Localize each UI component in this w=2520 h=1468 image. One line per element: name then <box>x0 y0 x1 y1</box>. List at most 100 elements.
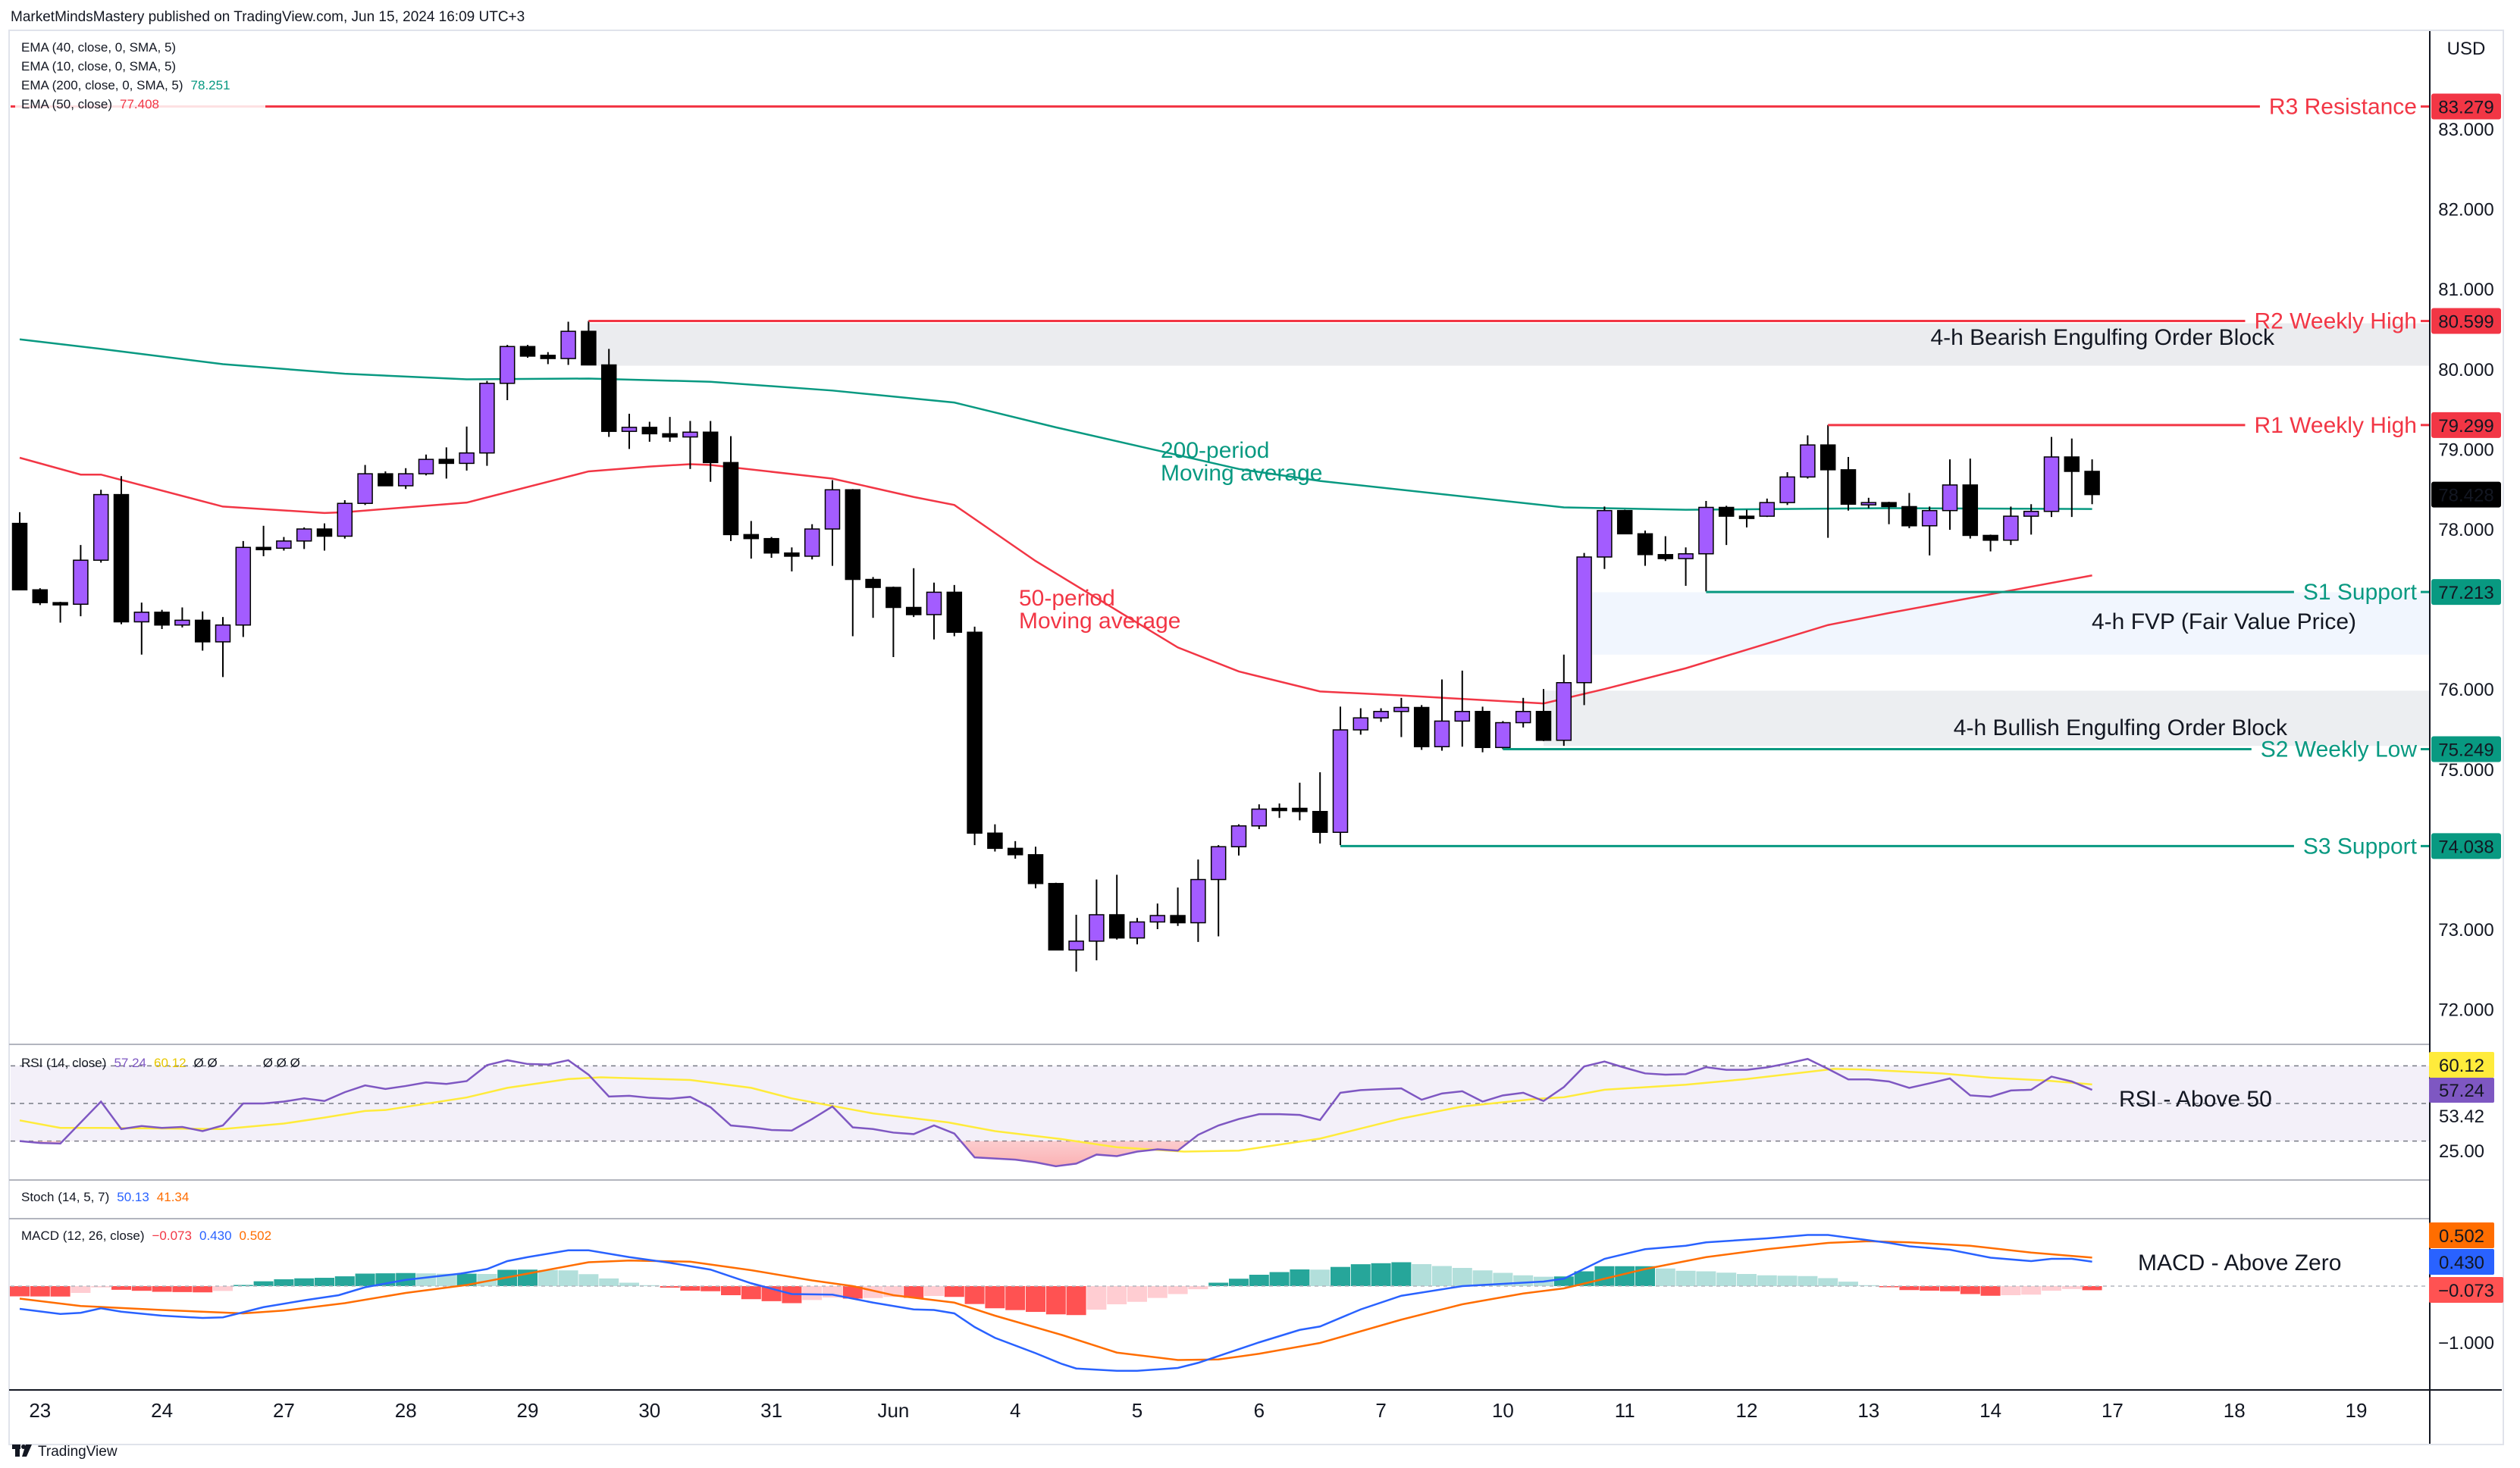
candle-body <box>1251 808 1268 827</box>
macd-histogram-bar <box>1208 1282 1229 1286</box>
macd-histogram-bar <box>1350 1264 1371 1286</box>
candle-bearish <box>1170 887 1186 926</box>
candle-bearish <box>1982 534 1998 552</box>
price-badge-text: 77.213 <box>2438 583 2493 603</box>
candle-body <box>255 546 271 551</box>
candle-bearish <box>519 345 536 358</box>
macd-histogram-bar <box>619 1282 639 1286</box>
legend-ema40[interactable]: EMA (40, close, 0, SMA, 5) <box>21 40 176 55</box>
macd-histogram-bar <box>1716 1272 1737 1286</box>
candle-bullish <box>2003 506 2019 546</box>
candle-bearish <box>600 349 617 437</box>
candle-body <box>92 493 109 561</box>
candle-bearish <box>662 417 678 442</box>
candle-bullish <box>824 480 841 566</box>
time-tick: 17 <box>2102 1399 2124 1422</box>
candle-body <box>2023 511 2039 517</box>
candle-bearish <box>1475 706 1490 753</box>
time-axis[interactable]: 23 24 27 28 29 30 31 Jun 4 5 6 7 10 11 12 13 14 17 18 19 <box>29 1399 2367 1422</box>
candle-body <box>378 473 393 487</box>
candle-bullish <box>2023 504 2039 535</box>
time-tick: 11 <box>1615 1399 1635 1422</box>
legend-rsi[interactable]: RSI (14, close) 57.24 60.12 Ø Ø Ø Ø Ø <box>21 1056 300 1070</box>
last-price-badge <box>2431 481 2501 508</box>
candle-body <box>1089 914 1105 942</box>
macd-histogram-bar <box>1899 1286 1920 1291</box>
macd-badge-text: 0.430 <box>2439 1253 2484 1273</box>
legend-ema50[interactable]: EMA (50, close) 77.408 <box>21 97 159 111</box>
candles-layer[interactable] <box>11 321 2100 972</box>
macd-histogram-bar <box>355 1273 375 1286</box>
candle-bearish <box>1637 531 1653 566</box>
macd-histogram-bar <box>904 1286 924 1298</box>
candle-bearish <box>1901 493 1917 528</box>
rsi-axis-value: 53.42 <box>2439 1106 2484 1127</box>
tradingview-logo[interactable]: TradingView <box>12 1444 118 1460</box>
macd-histogram-bar <box>1655 1268 1675 1286</box>
candle-bearish <box>438 447 455 479</box>
legend-rsi-ma-value: 60.12 <box>154 1056 186 1070</box>
candle-bearish <box>784 547 800 571</box>
macd-badge <box>2429 1249 2494 1275</box>
level-label: S2 Weekly Low <box>2261 737 2418 762</box>
candle-bearish <box>1048 882 1064 951</box>
candle-bearish <box>722 436 739 541</box>
macd-histogram-bar <box>741 1286 761 1300</box>
macd-histogram-bar <box>1391 1262 1412 1286</box>
candle-body <box>1210 846 1227 881</box>
candle-body <box>2064 456 2080 472</box>
candle-body <box>1149 915 1166 923</box>
legend-stoch-title: Stoch (14, 5, 7) <box>21 1190 109 1204</box>
macd-histogram-bar <box>416 1273 436 1286</box>
candle-body <box>52 602 68 606</box>
candle-bullish <box>1759 498 1776 518</box>
candle-bearish <box>378 471 393 487</box>
time-tick: 10 <box>1492 1399 1514 1422</box>
macd-histogram-bar <box>294 1278 315 1286</box>
candle-body <box>2084 471 2100 496</box>
candle-body <box>1413 706 1430 747</box>
macd-histogram-bar <box>111 1286 131 1290</box>
levels-layer: 4-h Bearish Engulfing Order Block 4-h FVP… <box>11 95 2430 859</box>
legend-macd-signal: 0.502 <box>240 1229 272 1243</box>
macd-axis-labels: 0.502 0.430 −0.073 −1.000 <box>2429 1222 2503 1354</box>
legend-ema200[interactable]: EMA (200, close, 0, SMA, 5) 78.251 <box>21 78 230 92</box>
legend-ema10[interactable]: EMA (10, close, 0, SMA, 5) <box>21 59 176 74</box>
candle-bullish <box>337 499 353 539</box>
time-tick: 30 <box>638 1399 660 1422</box>
candle-body <box>967 631 983 834</box>
macd-histogram-bar <box>1412 1264 1432 1286</box>
candle-bullish <box>804 524 820 560</box>
candle-bearish <box>1962 459 1979 539</box>
order-block-zone <box>1592 592 2430 655</box>
candle-bearish <box>154 609 170 629</box>
legend-macd[interactable]: MACD (12, 26, close) −0.073 0.430 0.502 <box>21 1229 271 1243</box>
candle-bullish <box>1129 918 1146 945</box>
candle-bearish <box>1616 509 1633 535</box>
ma50-annotation-line2: Moving average <box>1019 609 1180 634</box>
macd-histogram-bar <box>1290 1269 1310 1286</box>
legend-ema200-title: EMA (200, close, 0, SMA, 5) <box>21 78 183 92</box>
macd-histogram-bar <box>1798 1276 1818 1286</box>
time-tick: 28 <box>395 1399 417 1422</box>
currency-label[interactable]: USD <box>2447 39 2486 59</box>
macd-histogram-bar <box>1147 1286 1168 1298</box>
candle-body <box>1475 711 1490 749</box>
rsi-line <box>19 1057 2093 1168</box>
time-tick: 18 <box>2224 1399 2246 1422</box>
candle-body <box>1800 444 1816 478</box>
candle-bearish <box>113 476 130 624</box>
time-tick: 31 <box>760 1399 782 1422</box>
macd-histogram-bar <box>1920 1286 1940 1291</box>
candle-bearish <box>946 584 963 637</box>
moving-averages-layer <box>19 338 2092 705</box>
candle-body <box>2043 456 2060 512</box>
macd-histogram-bar <box>1168 1286 1188 1294</box>
macd-histogram-bar <box>1086 1286 1107 1310</box>
legend-stoch[interactable]: Stoch (14, 5, 7) 50.13 41.34 <box>21 1190 189 1204</box>
macd-histogram-bar <box>30 1286 50 1297</box>
time-tick: 23 <box>29 1399 51 1422</box>
legend-stoch-d: 41.34 <box>157 1190 190 1204</box>
candle-bullish <box>1556 654 1572 747</box>
